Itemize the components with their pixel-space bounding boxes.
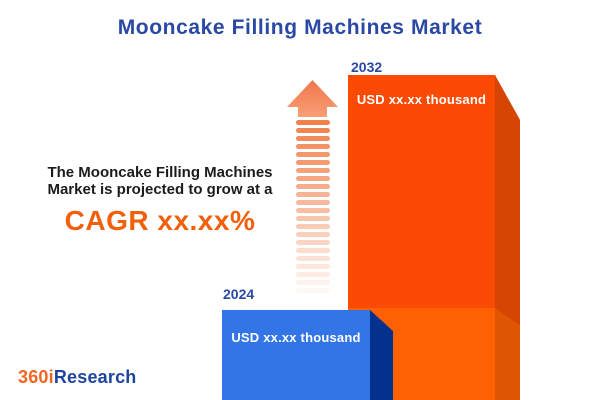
brand-logo-research: Research	[53, 367, 137, 387]
bar-2032-side-lower	[495, 308, 520, 400]
page-title: Mooncake Filling Machines Market	[117, 16, 483, 39]
bar-2024-year-label: 2024	[223, 286, 255, 302]
bar-2032-front-upper	[348, 75, 495, 308]
bar-2024-front	[222, 310, 370, 400]
growth-arrow-stripes	[296, 120, 330, 296]
growth-annotation: The Mooncake Filling Machines Market is …	[25, 164, 295, 237]
annotation-line-2: Market is projected to grow at a	[47, 181, 273, 198]
bar-2032-year-label: 2032	[351, 59, 383, 75]
cagr-value: CAGR xx.xx%	[64, 205, 256, 236]
growth-arrow-icon	[287, 80, 338, 117]
brand-logo: 360iResearch	[18, 367, 137, 388]
bar-2032-value-label: USD xx.xx thousand	[356, 92, 487, 107]
brand-logo-360i: 360i	[18, 367, 54, 387]
bar-2024-side	[370, 310, 393, 400]
annotation-line-1: The Mooncake Filling Machines	[47, 164, 273, 181]
bar-2024-value-label: USD xx.xx thousand	[231, 330, 361, 345]
